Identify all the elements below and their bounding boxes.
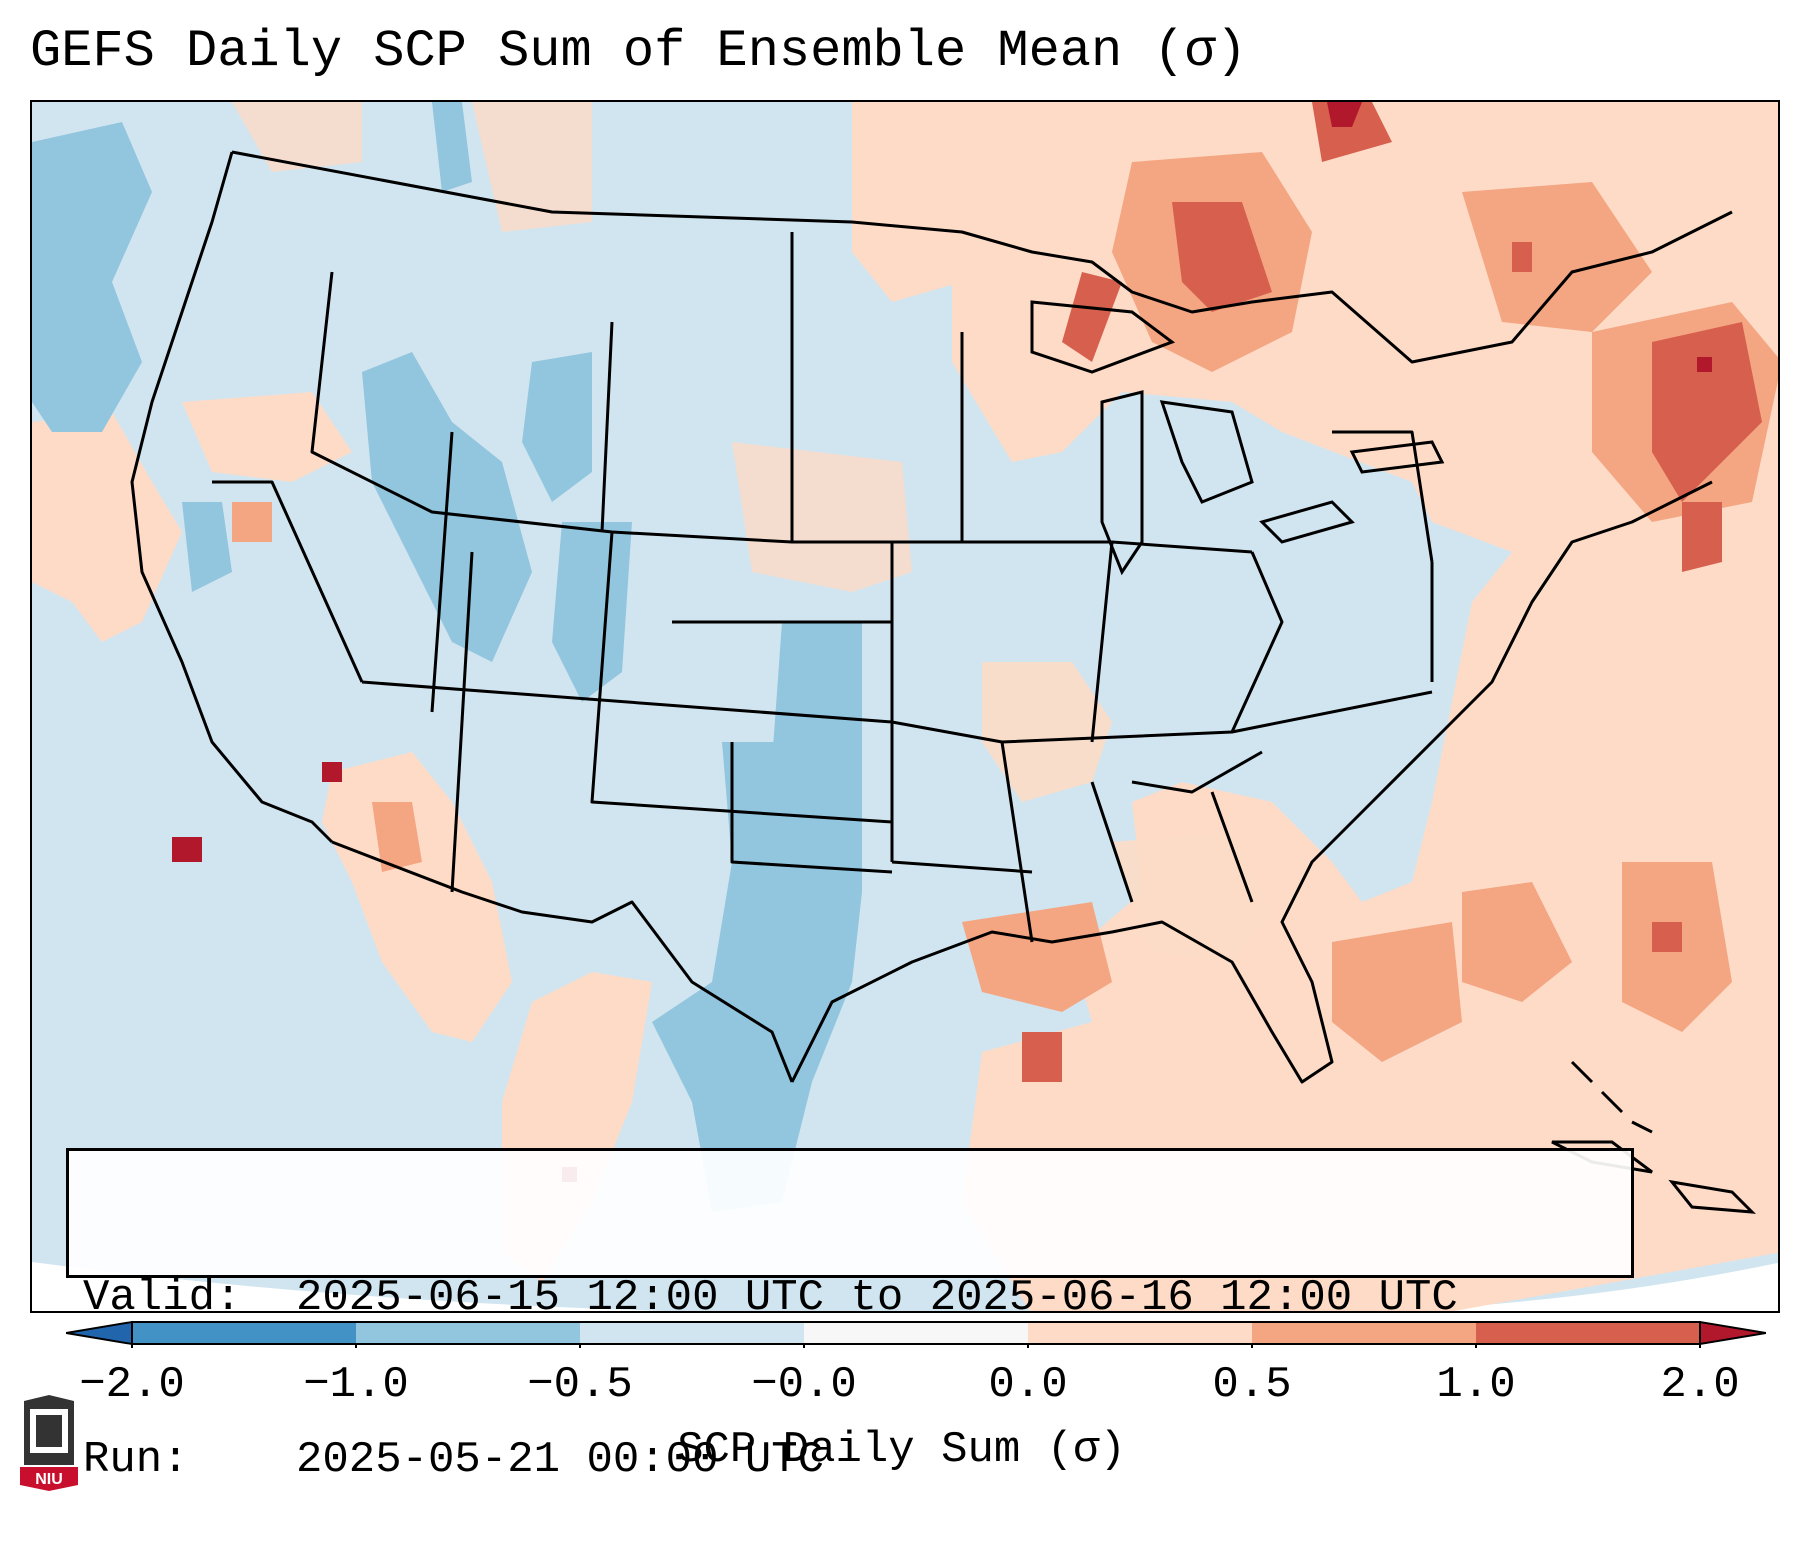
colorbar-over-extension: [1699, 1320, 1767, 1346]
colorbar-tick-label: 0.0: [988, 1360, 1068, 1410]
map-panel: [30, 100, 1780, 1313]
svg-text:NIU: NIU: [35, 1471, 63, 1488]
colorbar-tick-label: −0.5: [527, 1360, 633, 1410]
colorbar-segment: [804, 1322, 1028, 1344]
run-row: Run: 2025-05-21 00:00 UTC: [83, 1433, 1631, 1487]
colorbar-under-extension: [65, 1320, 133, 1346]
map-svg: [32, 102, 1778, 1311]
anomaly-positive-max: [172, 102, 1712, 1182]
run-value: 2025-05-21 00:00 UTC: [296, 1435, 825, 1485]
colorbar-label: SCP Daily Sum (σ): [677, 1425, 1126, 1475]
great-lakes: [1030, 300, 1445, 576]
colorbar-segment: [1476, 1322, 1700, 1344]
colorbar-border: [131, 1321, 1701, 1345]
map-title: GEFS Daily SCP Sum of Ensemble Mean (σ): [30, 22, 1247, 81]
colorbar-tick-label: 0.5: [1212, 1360, 1292, 1410]
valid-run-info-box: Valid: 2025-06-15 12:00 UTC to 2025-06-1…: [66, 1148, 1634, 1485]
anomaly-positive-medium: [232, 152, 1778, 1062]
valid-label: Valid:: [83, 1273, 242, 1323]
valid-row: Valid: 2025-06-15 12:00 UTC to 2025-06-1…: [83, 1271, 1631, 1325]
niu-logo: NIU: [20, 1395, 78, 1491]
colorbar-tick-label: −0.0: [751, 1360, 857, 1410]
colorbar: [65, 1318, 1767, 1348]
colorbar-ticks: −2.0 −1.0 −0.5 −0.0 0.0 0.5 1.0 2.0: [0, 1360, 1803, 1420]
colorbar-tick-label: −1.0: [303, 1360, 409, 1410]
valid-value: 2025-06-15 12:00 UTC to 2025-06-16 12:00…: [296, 1273, 1458, 1323]
colorbar-segment: [356, 1322, 580, 1344]
colorbar-tick-label: 2.0: [1660, 1360, 1740, 1410]
colorbar-segment: [580, 1322, 804, 1344]
colorbar-segment: [1252, 1322, 1476, 1344]
colorbar-svg: [65, 1320, 1767, 1348]
anomaly-positive-light: [32, 102, 1778, 1311]
colorbar-tick-label: 1.0: [1436, 1360, 1516, 1410]
colorbar-segment: [132, 1322, 356, 1344]
anomaly-positive-strong: [1022, 102, 1762, 1082]
colorbar-segment: [1028, 1322, 1252, 1344]
run-label: Run:: [83, 1435, 189, 1485]
colorbar-tick-label: −2.0: [79, 1360, 185, 1410]
boundaries: [130, 150, 1733, 1084]
